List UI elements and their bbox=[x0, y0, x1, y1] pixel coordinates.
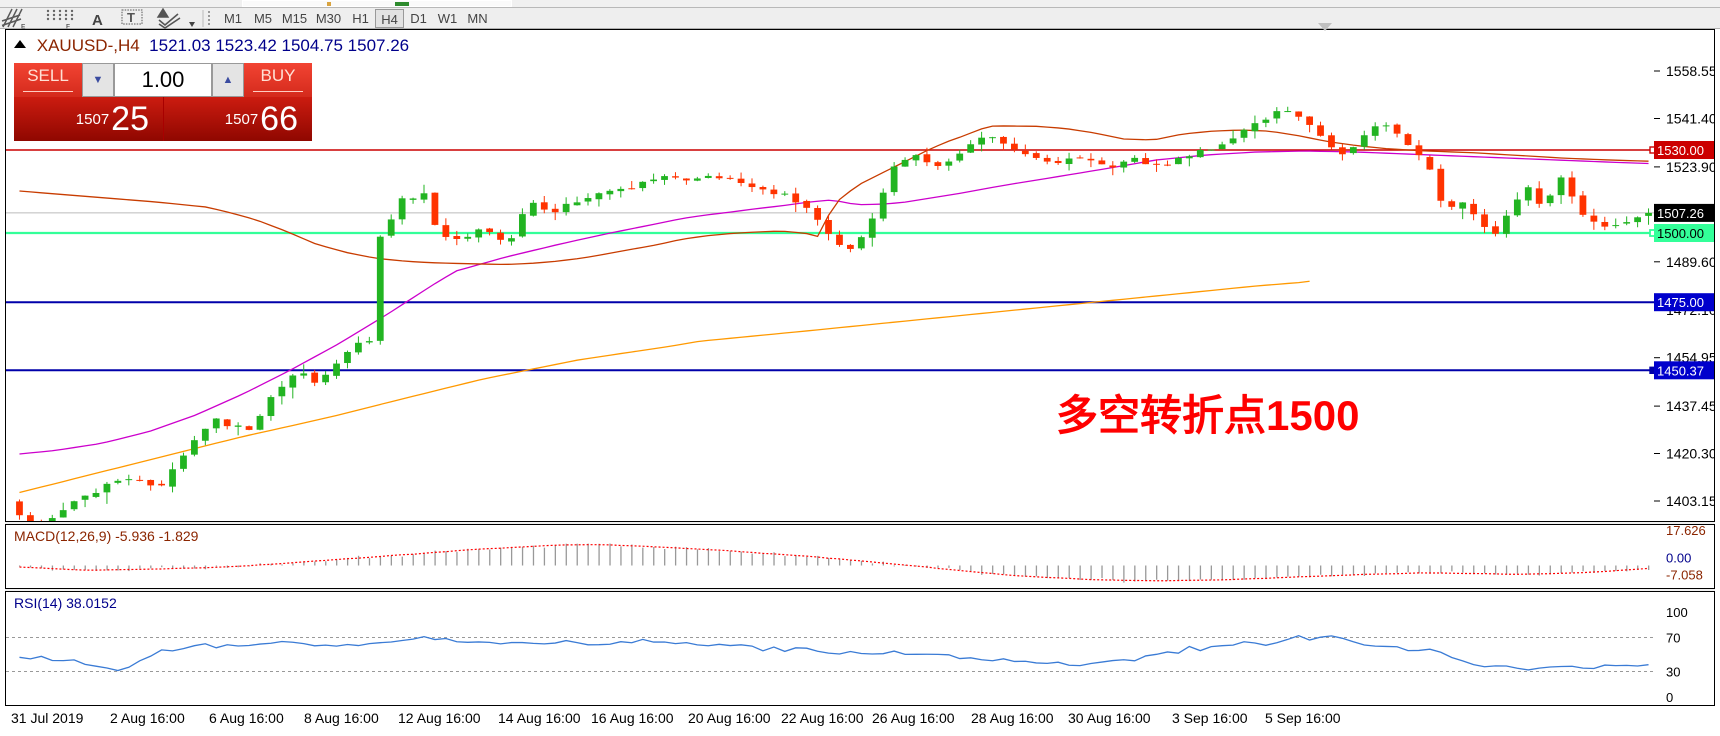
svg-text:0: 0 bbox=[1666, 690, 1673, 705]
svg-text:1420.30: 1420.30 bbox=[1666, 446, 1715, 462]
svg-text:-7.058: -7.058 bbox=[1666, 568, 1703, 583]
svg-text:100: 100 bbox=[1666, 605, 1688, 620]
svg-text:1541.40: 1541.40 bbox=[1666, 111, 1715, 127]
svg-text:多空转折点1500: 多空转折点1500 bbox=[1056, 392, 1359, 439]
svg-text:1530.00: 1530.00 bbox=[1657, 143, 1704, 158]
svg-text:RSI(14) 38.0152: RSI(14) 38.0152 bbox=[14, 595, 117, 611]
svg-text:A: A bbox=[92, 12, 103, 29]
svg-text:1500.00: 1500.00 bbox=[1657, 226, 1704, 241]
svg-text:T: T bbox=[127, 10, 135, 25]
svg-text:1450.37: 1450.37 bbox=[1657, 363, 1704, 378]
svg-text:1523.90: 1523.90 bbox=[1666, 159, 1715, 175]
svg-text:MACD(12,26,9) -5.936 -1.829: MACD(12,26,9) -5.936 -1.829 bbox=[14, 528, 199, 544]
svg-text:1403.15: 1403.15 bbox=[1666, 493, 1715, 509]
svg-text:1475.00: 1475.00 bbox=[1657, 295, 1704, 310]
svg-text:70: 70 bbox=[1666, 631, 1680, 646]
svg-text:1558.55: 1558.55 bbox=[1666, 63, 1715, 79]
svg-text:0.00: 0.00 bbox=[1666, 551, 1691, 566]
svg-text:1437.45: 1437.45 bbox=[1666, 398, 1715, 414]
svg-text:30: 30 bbox=[1666, 665, 1680, 680]
svg-text:1489.60: 1489.60 bbox=[1666, 254, 1715, 270]
svg-text:1507.26: 1507.26 bbox=[1657, 206, 1704, 221]
svg-text:17.626: 17.626 bbox=[1666, 525, 1706, 538]
